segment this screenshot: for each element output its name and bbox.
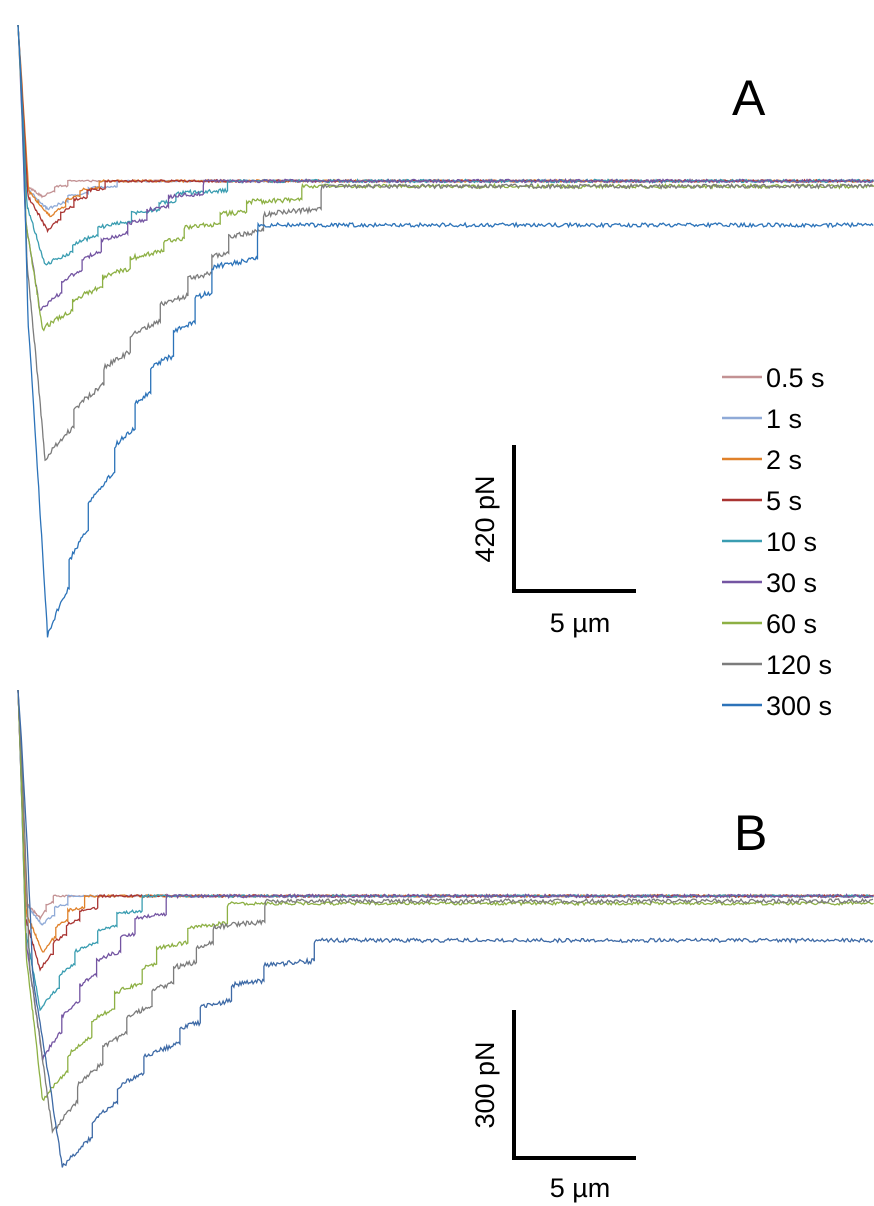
legend-label: 10 s (766, 527, 817, 557)
series-line-300-s-panel-b (17, 689, 874, 1168)
series-line-120-s-panel-b (17, 689, 874, 1135)
legend-label: 300 s (766, 691, 832, 721)
panel-b-traces (17, 689, 874, 1168)
series-line-120-s-panel-a (17, 24, 874, 462)
legend: 0.5 s 1 s 2 s 5 s 10 s 30 s 60 s 120 s 300 s (722, 363, 832, 721)
legend-label: 1 s (766, 404, 802, 434)
series-line-60-s-panel-a (17, 24, 874, 332)
series-line-10-s-panel-a (17, 24, 874, 266)
panel-b: B 300 pN 5 µm (17, 689, 874, 1203)
legend-label: 30 s (766, 568, 817, 598)
panel-a-scale-y-label: 420 pN (470, 475, 500, 562)
panel-b-scale-y-label: 300 pN (470, 1041, 500, 1128)
series-line-30-s-panel-a (17, 24, 874, 312)
panel-a: A 420 pN 5 µm 0.5 s 1 s 2 s 5 s 10 s 30 s 60 s… (17, 24, 874, 721)
legend-label: 5 s (766, 486, 802, 516)
series-line-30-s-panel-b (17, 689, 874, 1061)
panel-a-scale-bar: 420 pN 5 µm (470, 445, 636, 638)
legend-label: 0.5 s (766, 363, 825, 393)
series-line-5-s-panel-a (17, 24, 874, 234)
legend-label: 60 s (766, 609, 817, 639)
panel-a-scale-x-label: 5 µm (550, 608, 611, 638)
panel-b-scale-bar: 300 pN 5 µm (470, 1010, 636, 1203)
panel-b-label: B (734, 805, 767, 861)
series-line-300-s-panel-a (17, 24, 874, 638)
legend-label: 120 s (766, 650, 832, 680)
panel-b-scale-x-label: 5 µm (550, 1173, 611, 1203)
panel-a-label: A (732, 70, 766, 126)
legend-label: 2 s (766, 445, 802, 475)
series-line-60-s-panel-b (17, 689, 874, 1102)
panel-a-traces (17, 24, 874, 638)
